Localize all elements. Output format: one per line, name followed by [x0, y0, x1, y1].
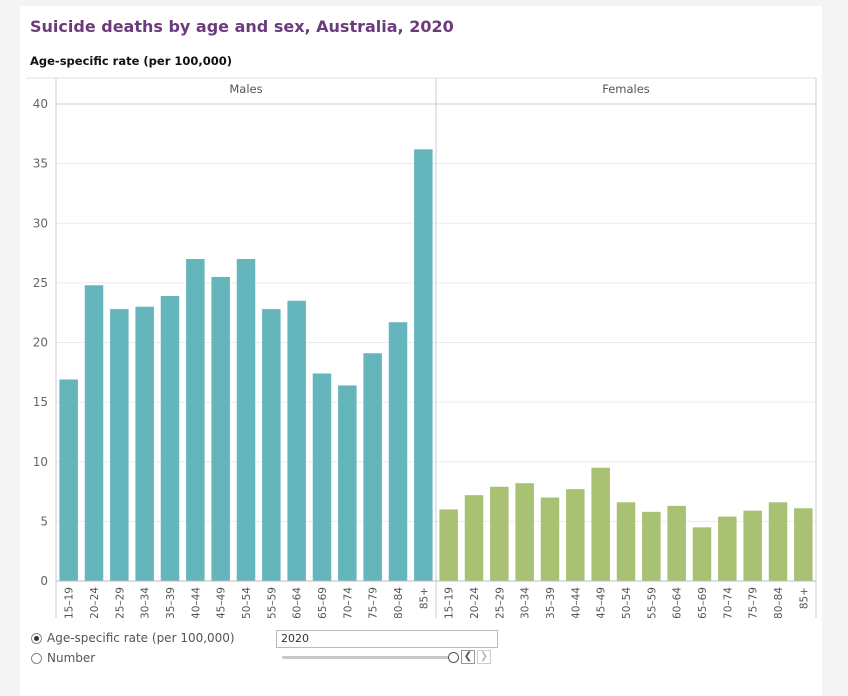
- x-tick-label: 20–24: [469, 587, 481, 618]
- y-tick-label: 0: [40, 574, 48, 588]
- x-tick-label: 80–84: [393, 587, 405, 618]
- bar-females-2[interactable]: [490, 486, 509, 581]
- bar-females-7[interactable]: [616, 502, 636, 581]
- bar-females-10[interactable]: [692, 527, 712, 581]
- year-slider-track[interactable]: [282, 656, 452, 659]
- x-tick-label: 55–59: [266, 587, 278, 618]
- x-tick-label: 40–44: [570, 587, 582, 618]
- x-tick-label: 15–19: [64, 587, 76, 618]
- bar-females-14[interactable]: [794, 508, 813, 581]
- bar-males-9[interactable]: [287, 300, 306, 581]
- y-tick-label: 30: [33, 216, 48, 230]
- x-tick-label: 45–49: [216, 587, 228, 618]
- y-tick-label: 5: [40, 514, 48, 528]
- panel-label-males: Males: [229, 82, 262, 96]
- x-tick-label: 45–49: [596, 587, 608, 618]
- bar-males-7[interactable]: [236, 259, 256, 581]
- bar-females-3[interactable]: [515, 483, 534, 581]
- bar-females-8[interactable]: [642, 511, 661, 581]
- x-tick-label: 80–84: [773, 587, 785, 618]
- chart-title: Suicide deaths by age and sex, Australia…: [30, 17, 454, 36]
- y-tick-label: 15: [33, 395, 48, 409]
- y-tick-label: 25: [33, 276, 48, 290]
- bar-males-8[interactable]: [262, 309, 281, 581]
- x-tick-label: 70–74: [722, 587, 734, 618]
- x-tick-label: 85+: [418, 587, 430, 609]
- bar-females-9[interactable]: [667, 505, 686, 581]
- bar-males-3[interactable]: [135, 306, 154, 581]
- y-tick-label: 10: [33, 455, 48, 469]
- option-rate[interactable]: Age-specific rate (per 100,000): [31, 631, 235, 645]
- bar-males-12[interactable]: [363, 353, 382, 581]
- y-tick-label: 20: [33, 336, 48, 350]
- x-tick-label: 70–74: [342, 587, 354, 618]
- bar-males-0[interactable]: [59, 379, 78, 581]
- x-tick-label: 65–69: [697, 587, 709, 618]
- radio-rate[interactable]: [31, 632, 42, 644]
- year-slider-thumb[interactable]: [448, 652, 459, 663]
- x-tick-label: 75–79: [748, 587, 760, 618]
- bar-males-11[interactable]: [338, 385, 357, 581]
- bar-females-12[interactable]: [743, 510, 762, 581]
- y-axis-title: Age-specific rate (per 100,000): [30, 54, 233, 68]
- bar-males-1[interactable]: [84, 285, 104, 581]
- y-tick-label: 35: [33, 157, 48, 171]
- bar-males-10[interactable]: [312, 373, 332, 581]
- x-tick-label: 30–34: [140, 587, 152, 618]
- x-tick-label: 20–24: [89, 587, 101, 618]
- x-tick-label: 40–44: [190, 587, 202, 618]
- x-tick-label: 60–64: [292, 587, 304, 618]
- x-tick-label: 75–79: [368, 587, 380, 618]
- year-filter-box[interactable]: 2020: [276, 630, 498, 648]
- x-tick-label: 50–54: [241, 587, 253, 618]
- bar-females-6[interactable]: [591, 467, 610, 581]
- bar-females-11[interactable]: [718, 516, 737, 581]
- x-tick-label: 25–29: [114, 587, 126, 618]
- bar-males-14[interactable]: [414, 149, 433, 581]
- chevron-left-icon[interactable]: ❮: [461, 650, 475, 664]
- bar-females-0[interactable]: [439, 509, 458, 581]
- x-tick-label: 35–39: [545, 587, 557, 618]
- x-tick-label: 30–34: [520, 587, 532, 618]
- bar-chart: 0 5 10 15 20 25 30 35 40 Males 15–19 20–24 25–29 30–3…: [26, 77, 817, 618]
- option-rate-label: Age-specific rate (per 100,000): [47, 631, 235, 645]
- dashboard-panel: Suicide deaths by age and sex, Australia…: [20, 6, 822, 696]
- bar-females-1[interactable]: [464, 495, 484, 581]
- chart-controls: Age-specific rate (per 100,000) Number 2…: [20, 6, 822, 696]
- radio-number[interactable]: [31, 652, 42, 664]
- bar-females-5[interactable]: [566, 489, 585, 581]
- x-tick-label: 25–29: [494, 587, 506, 618]
- x-tick-label: 55–59: [646, 587, 658, 618]
- x-tick-label: 60–64: [672, 587, 684, 618]
- bar-females-4[interactable]: [540, 497, 560, 581]
- bar-males-2[interactable]: [110, 309, 129, 581]
- x-tick-label: 15–19: [444, 587, 456, 618]
- x-tick-label: 50–54: [621, 587, 633, 618]
- x-tick-label: 35–39: [165, 587, 177, 618]
- bar-males-6[interactable]: [211, 276, 230, 581]
- panel-header-band: [26, 78, 816, 104]
- bar-females-13[interactable]: [768, 502, 788, 581]
- y-tick-label: 40: [33, 97, 48, 111]
- option-number-label: Number: [47, 651, 96, 665]
- chevron-right-icon[interactable]: ❯: [477, 650, 491, 664]
- x-tick-label: 85+: [798, 587, 810, 609]
- panel-label-females: Females: [602, 82, 650, 96]
- bar-males-5[interactable]: [186, 259, 205, 581]
- x-tick-label: 65–69: [317, 587, 329, 618]
- bar-males-4[interactable]: [160, 295, 180, 581]
- bar-males-13[interactable]: [388, 322, 408, 581]
- option-number[interactable]: Number: [31, 651, 95, 665]
